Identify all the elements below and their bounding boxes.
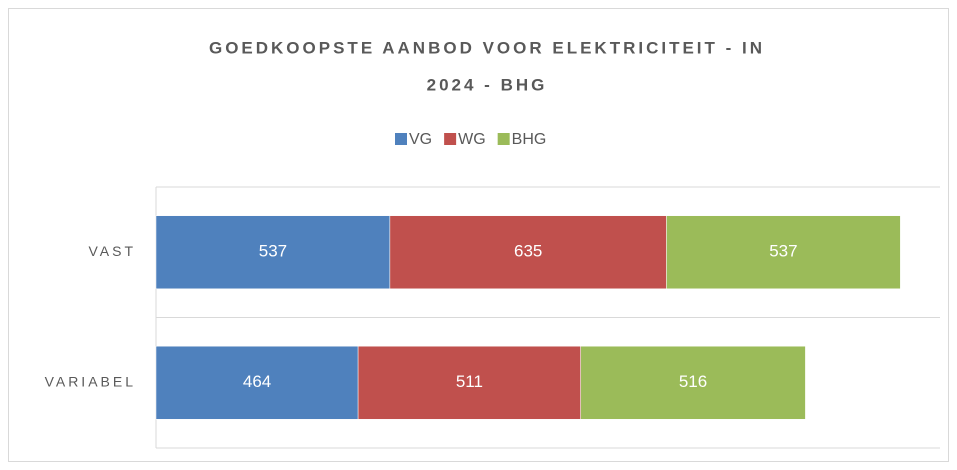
legend-label: BHG <box>512 131 547 148</box>
chart-title: 2024 - BHG <box>427 75 548 94</box>
bar-segment <box>666 215 901 290</box>
bar-segment <box>357 345 581 420</box>
data-label: 511 <box>456 372 483 391</box>
bar-segment <box>155 215 391 290</box>
legend-label: WG <box>458 131 486 148</box>
chart-title: GOEDKOOPSTE AANBOD VOOR ELEKTRICITEIT - … <box>209 38 765 57</box>
data-label: 464 <box>243 372 271 391</box>
data-label: 516 <box>679 372 707 391</box>
legend-swatch <box>395 133 407 145</box>
legend-swatch <box>497 133 510 145</box>
legend-label: VG <box>409 131 432 148</box>
y-tick-label: VARIABEL <box>45 373 136 389</box>
data-label: 635 <box>514 242 542 261</box>
y-tick-label: VAST <box>88 243 136 259</box>
bar-segment <box>580 345 806 420</box>
legend-swatch <box>444 133 457 145</box>
bar-segment <box>389 215 667 290</box>
data-label: 537 <box>259 242 287 261</box>
bar-segment <box>155 345 359 420</box>
data-label: 537 <box>769 242 797 261</box>
